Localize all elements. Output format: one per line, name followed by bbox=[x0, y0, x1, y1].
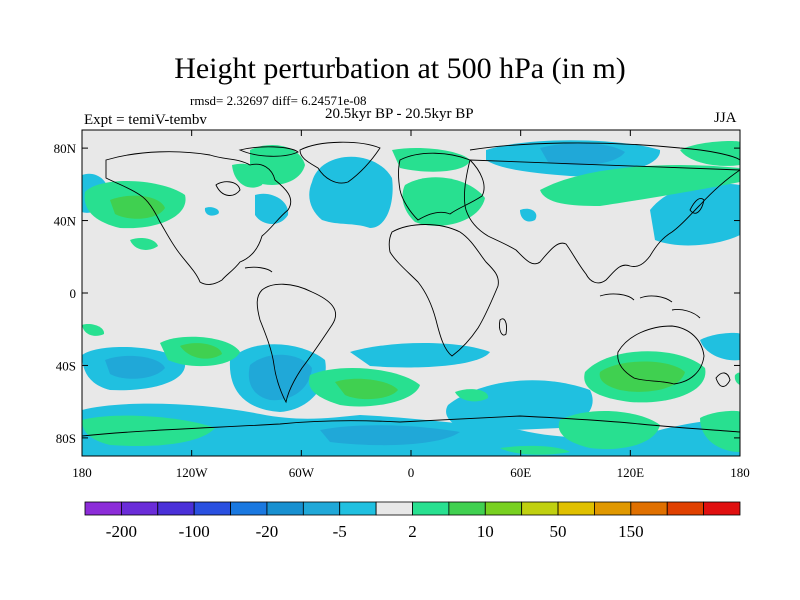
contour-region bbox=[500, 445, 570, 455]
coastline bbox=[105, 151, 292, 285]
axis-labels: 80N 40N 0 40S 80S 180 120W 60W 0 60E 120E 180 bbox=[54, 141, 750, 480]
contour-region bbox=[248, 354, 312, 401]
lon-tick-label: 0 bbox=[408, 465, 415, 480]
lon-tick-label: 60W bbox=[289, 465, 315, 480]
colorbar-swatch bbox=[120, 501, 159, 516]
colorbar-label: 50 bbox=[550, 522, 567, 541]
colorbar-swatch bbox=[630, 501, 668, 516]
contour-fields bbox=[82, 140, 740, 456]
colorbar-swatch bbox=[521, 501, 559, 516]
colorbar-label: -100 bbox=[179, 522, 210, 541]
contour-region bbox=[540, 143, 625, 166]
colorbar-swatch bbox=[666, 501, 705, 516]
season-label: JJA bbox=[714, 110, 737, 126]
coastline bbox=[715, 372, 731, 387]
colorbar-swatch bbox=[339, 501, 377, 516]
contour-region bbox=[700, 332, 740, 361]
contour-region bbox=[250, 145, 305, 185]
contour-region bbox=[350, 343, 490, 368]
coastline bbox=[256, 283, 337, 404]
contour-region bbox=[650, 183, 740, 246]
coastline bbox=[82, 415, 740, 437]
coastlines bbox=[82, 141, 740, 437]
colorbar-swatch bbox=[157, 501, 195, 516]
coastline bbox=[299, 141, 381, 184]
axis-ticks bbox=[81, 130, 741, 456]
colorbar-label: -20 bbox=[256, 522, 279, 541]
contour-region bbox=[700, 410, 740, 452]
lon-tick-label: 180 bbox=[72, 465, 92, 480]
coastline bbox=[215, 181, 241, 196]
colorbar-label: 2 bbox=[408, 522, 417, 541]
lat-tick-label: 80N bbox=[54, 141, 77, 156]
lon-tick-label: 120E bbox=[617, 465, 645, 480]
colorbar-swatch bbox=[266, 501, 304, 516]
contour-region bbox=[82, 324, 105, 336]
colorbar-swatch bbox=[557, 501, 595, 516]
colorbar-swatch bbox=[193, 501, 231, 516]
contour-region bbox=[392, 148, 470, 172]
contour-region bbox=[110, 195, 165, 219]
lat-tick-label: 80S bbox=[56, 431, 76, 446]
colorbar-label: -5 bbox=[333, 522, 347, 541]
contour-region bbox=[130, 238, 158, 250]
colorbar-swatch bbox=[484, 501, 523, 516]
lon-tick-label: 120W bbox=[176, 465, 209, 480]
colorbar-label: 10 bbox=[477, 522, 494, 541]
coastline bbox=[238, 146, 299, 157]
colorbar-label: 150 bbox=[618, 522, 644, 541]
contour-region bbox=[105, 355, 165, 379]
colorbar-swatch bbox=[594, 501, 632, 516]
contour-region bbox=[232, 163, 264, 188]
contour-region bbox=[309, 156, 393, 228]
contour-region bbox=[558, 410, 660, 450]
colorbar-swatch bbox=[703, 501, 741, 516]
colorbar-swatch bbox=[84, 501, 122, 516]
contour-region bbox=[204, 207, 219, 216]
colorbar-swatch bbox=[412, 501, 450, 516]
lat-tick-label: 40N bbox=[54, 214, 77, 229]
contour-region bbox=[540, 164, 740, 206]
contour-region bbox=[734, 372, 740, 385]
colorbar: -200 -100 -20 -5 2 10 50 150 bbox=[84, 501, 741, 541]
lon-tick-label: 60E bbox=[510, 465, 531, 480]
contour-region bbox=[455, 389, 489, 402]
colorbar-swatch bbox=[302, 501, 341, 516]
colorbar-swatch bbox=[375, 501, 413, 516]
contour-region bbox=[180, 343, 222, 359]
coastline bbox=[617, 325, 705, 385]
contour-region bbox=[320, 425, 460, 446]
coastline bbox=[463, 142, 740, 284]
coastline bbox=[689, 198, 705, 214]
contour-region bbox=[599, 361, 685, 392]
contour-region bbox=[255, 193, 289, 225]
lon-tick-label: 180 bbox=[730, 465, 750, 480]
contour-region bbox=[335, 378, 398, 400]
rmsd-stats: rmsd= 2.32697 diff= 6.24571e-08 bbox=[190, 93, 367, 108]
lat-tick-label: 40S bbox=[56, 358, 76, 373]
coastline bbox=[388, 224, 499, 357]
colorbar-swatch bbox=[230, 501, 268, 516]
colorbar-label: -200 bbox=[106, 522, 137, 541]
contour-region bbox=[680, 140, 740, 166]
experiment-label: Expt = temiV-tembv bbox=[84, 112, 207, 128]
coastline bbox=[244, 266, 273, 273]
lat-tick-label: 0 bbox=[70, 286, 77, 301]
contour-region bbox=[520, 208, 537, 222]
period-label: 20.5kyr BP - 20.5kyr BP bbox=[325, 106, 474, 122]
coastline bbox=[599, 293, 701, 319]
colorbar-swatch bbox=[448, 501, 486, 516]
map-title: Height perturbation at 500 hPa (in m) bbox=[174, 52, 626, 85]
coastline bbox=[499, 318, 507, 336]
